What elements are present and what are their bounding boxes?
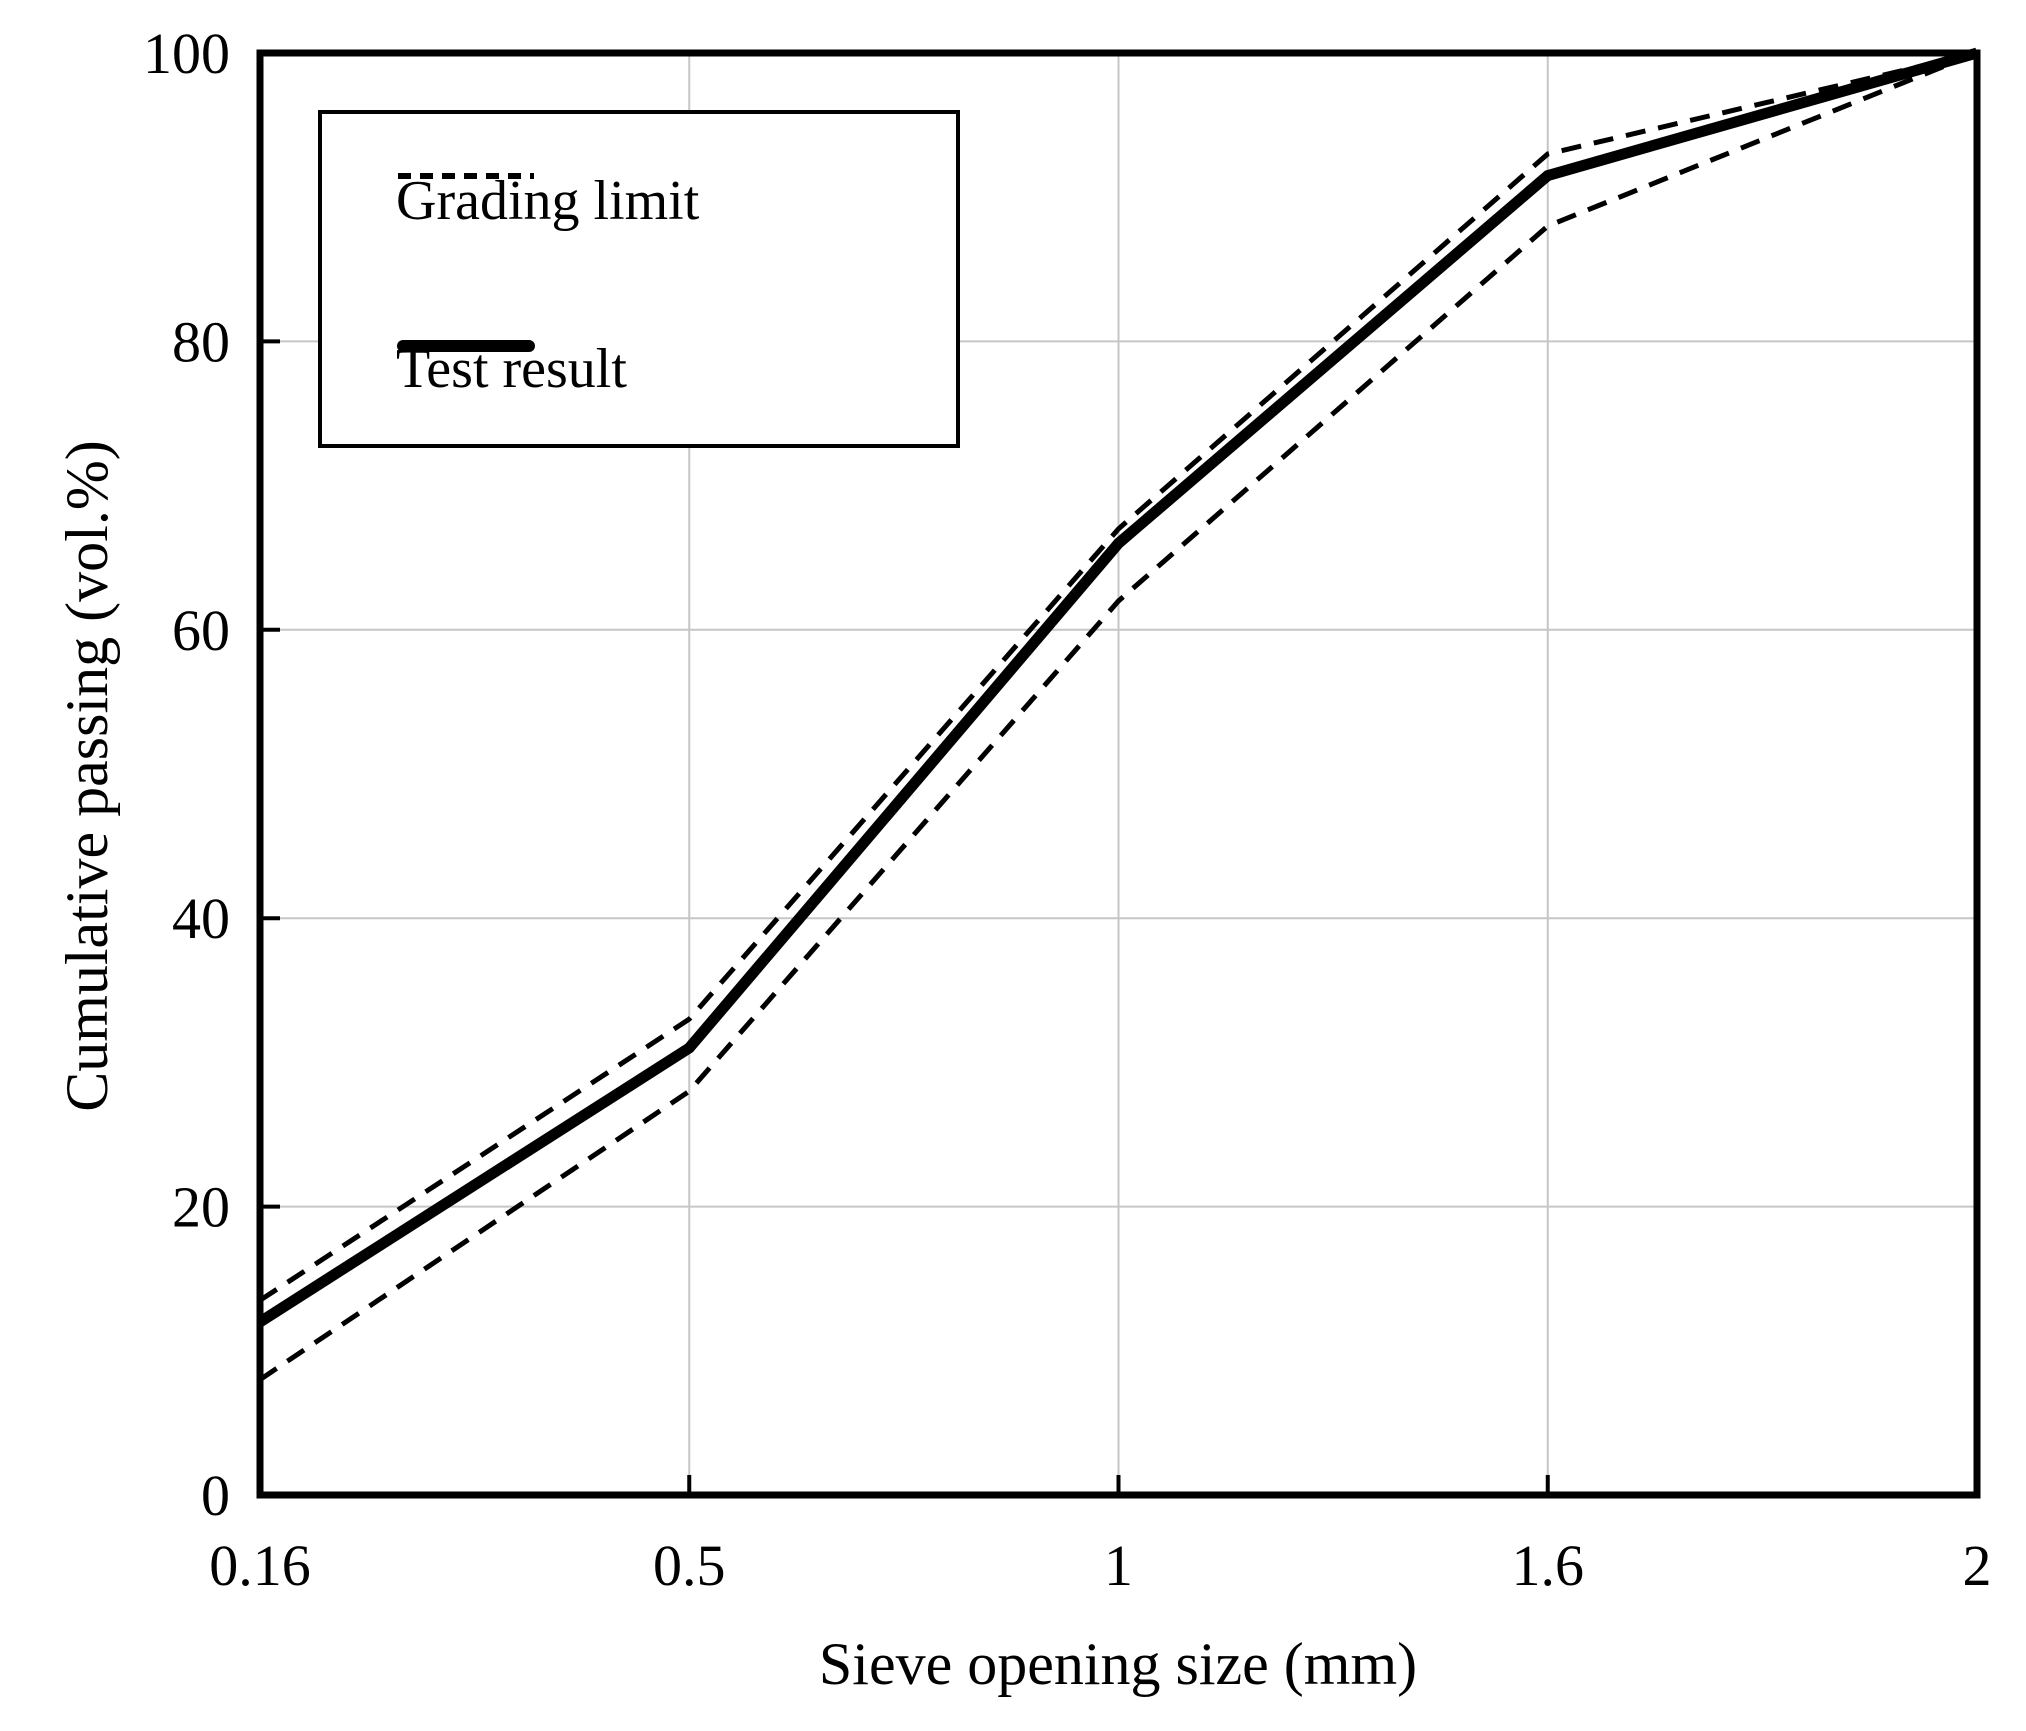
y-tick-label: 60 [172,598,230,663]
y-tick-label: 20 [172,1175,230,1240]
x-tick-label: 0.5 [653,1533,726,1598]
x-tick-label: 1.6 [1512,1533,1585,1598]
legend-item-grading-limit: Grading limit [396,170,699,232]
y-tick-label: 100 [143,21,230,86]
x-tick-label: 1 [1104,1533,1133,1598]
x-axis-title: Sieve opening size (mm) [818,1631,1418,1697]
legend-item-test-result: Test result [396,338,627,400]
x-tick-label: 0.16 [209,1533,311,1598]
solid-thick-line-icon [397,340,535,352]
dashed-line-icon [398,173,534,179]
y-tick-label: 80 [172,309,230,374]
y-tick-label: 0 [201,1463,230,1528]
legend: Grading limit Test result [318,110,960,448]
legend-label-grading-limit: Grading limit [396,170,700,232]
x-tick-label: 2 [1963,1533,1992,1598]
y-tick-label: 40 [172,886,230,951]
y-axis-title: Cumulative passing (vol.%) [54,440,120,1112]
